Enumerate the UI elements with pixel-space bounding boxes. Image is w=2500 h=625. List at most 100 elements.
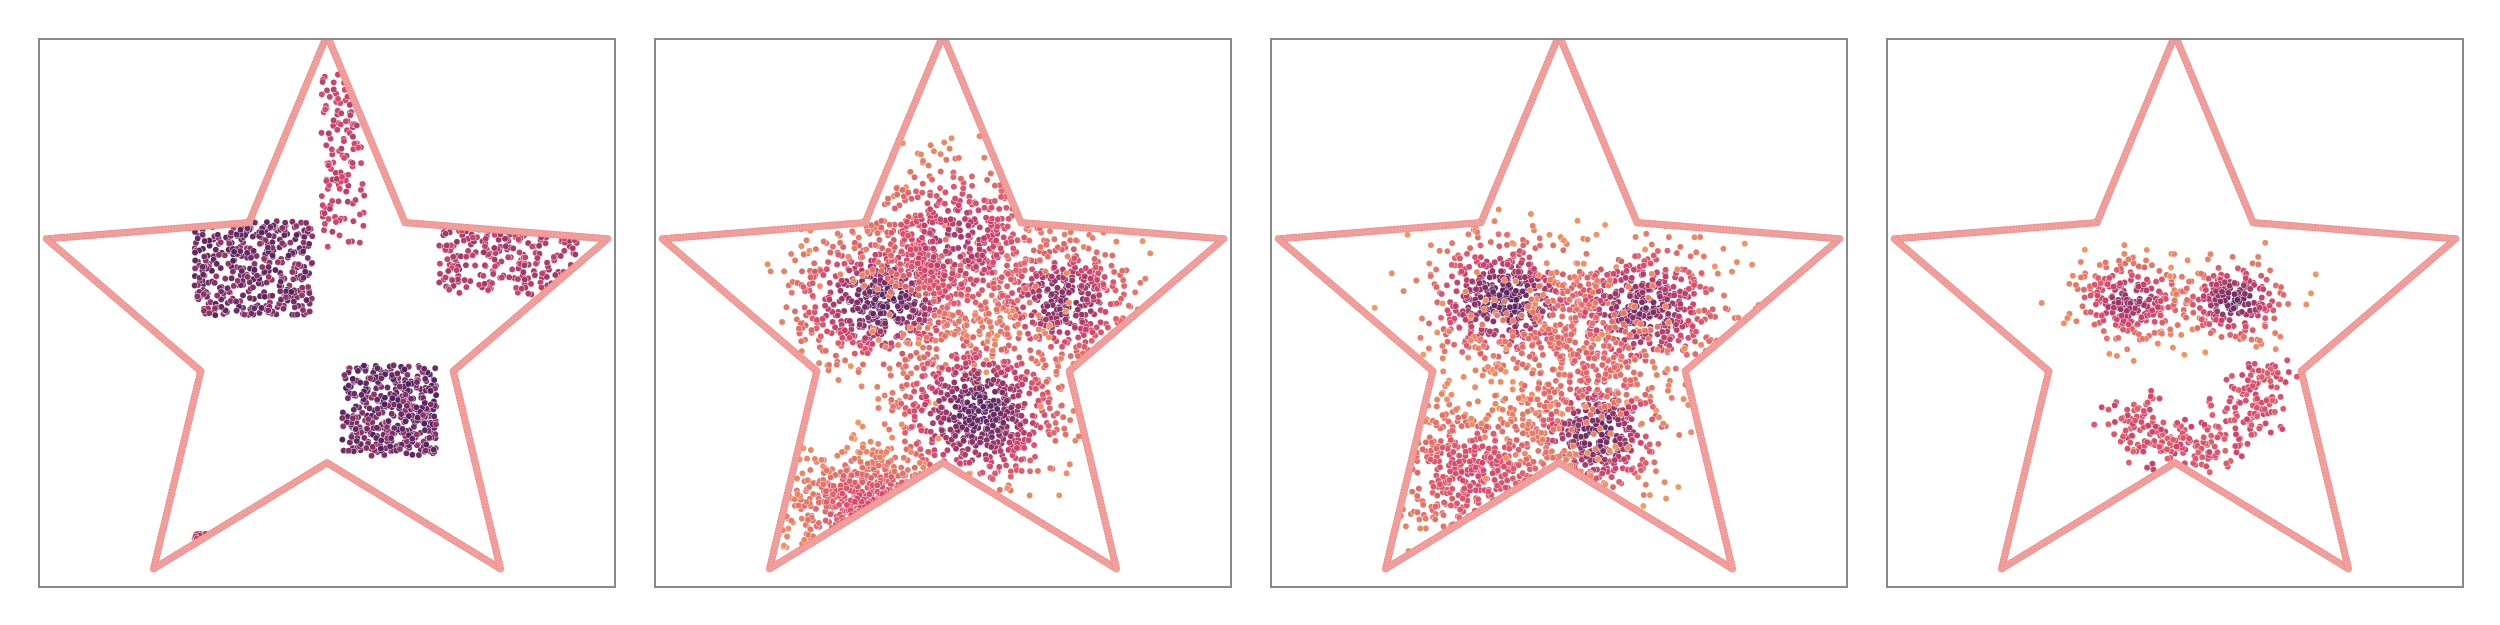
scatter-point [925, 344, 933, 352]
scatter-point [1125, 302, 1133, 310]
scatter-point [1026, 299, 1034, 307]
scatter-point [1070, 245, 1078, 253]
scatter-point [904, 232, 912, 240]
scatter-point [1042, 316, 1050, 323]
scatter-point [823, 327, 831, 335]
scatter-point [976, 245, 984, 253]
scatter-point [413, 378, 421, 386]
scatter-point [989, 243, 997, 251]
scatter-point [221, 275, 229, 283]
scatter-point [490, 244, 498, 252]
scatter-point [1065, 299, 1073, 307]
scatter-point [916, 459, 924, 467]
scatter-point [1082, 264, 1090, 272]
scatter-point [953, 363, 961, 371]
scatter-point [571, 251, 579, 258]
scatter-point [557, 252, 565, 260]
scatter-point [258, 263, 266, 271]
scatter-point [330, 116, 338, 124]
scatter-point [390, 361, 398, 369]
scatter-point [1045, 422, 1053, 430]
scatter-point [322, 177, 330, 185]
scatter-point [1146, 249, 1154, 257]
scatter-point [291, 303, 299, 311]
scatter-point [212, 272, 220, 280]
scatter-point [1066, 460, 1074, 468]
scatter-point [1104, 324, 1112, 331]
scatter-point [1097, 318, 1105, 326]
scatter-point [926, 205, 934, 213]
scatter-point [360, 362, 368, 370]
scatter-point [995, 205, 1003, 213]
scatter-point [1087, 275, 1095, 283]
scatter-point [516, 248, 523, 256]
scatter-point [961, 383, 969, 391]
scatter-point [947, 396, 955, 404]
scatter-point [295, 260, 303, 268]
scatter-point [901, 429, 909, 437]
scatter-point [993, 251, 1000, 259]
scatter-point [807, 273, 814, 281]
scatter-point [211, 311, 219, 319]
scatter-point [841, 356, 849, 364]
scatter-point [938, 426, 946, 434]
scatter-point [1018, 467, 1026, 475]
scatter-point [481, 280, 489, 288]
scatter-point [1065, 289, 1073, 297]
scatter-point [421, 375, 429, 383]
scatter-point [471, 262, 479, 269]
scatter-point [821, 302, 829, 310]
scatter-point [965, 408, 972, 416]
scatter-point [962, 371, 969, 379]
scatter-point [944, 365, 952, 373]
scatter-point [876, 327, 884, 335]
scatter-point [922, 393, 930, 400]
scatter-point [874, 440, 882, 448]
scatter-point [985, 310, 993, 318]
scatter-point [224, 284, 231, 292]
scatter-point [469, 234, 477, 242]
scatter-point [937, 168, 945, 175]
scatter-point [258, 304, 265, 312]
scatter-point [349, 159, 357, 167]
scatter-point [887, 288, 895, 296]
scatter-point [211, 304, 219, 312]
scatter-point [1018, 412, 1025, 420]
scatter-point [833, 361, 841, 369]
scatter-point [1007, 238, 1015, 246]
scatter-point [337, 109, 345, 117]
scatter-point [427, 387, 435, 395]
scatter-point [848, 227, 856, 235]
scatter-point [944, 258, 952, 266]
scatter-point [370, 390, 378, 398]
scatter-point [263, 218, 271, 226]
scatter-point [941, 272, 949, 280]
scatter-point [932, 345, 940, 353]
scatter-point [980, 154, 988, 162]
scatter-point [949, 311, 957, 319]
scatter-point [858, 478, 866, 486]
scatter-point [330, 78, 338, 86]
scatter-point [1066, 416, 1074, 424]
scatter-point [265, 231, 273, 239]
scatter-point [838, 448, 846, 456]
scatter-point [822, 517, 830, 524]
scatter-point [1013, 444, 1021, 452]
scatter-point [1028, 379, 1036, 387]
scatter-point [233, 307, 241, 315]
scatter-point [408, 451, 416, 459]
scatter-point [840, 307, 848, 315]
scatter-point [787, 250, 795, 258]
scatter-point [381, 394, 389, 402]
scatter-point [217, 264, 225, 272]
scatter-point [861, 334, 869, 342]
scatter-point [387, 434, 395, 442]
scatter-point [812, 245, 820, 253]
scatter-point [1025, 237, 1033, 245]
scatter-point [1012, 266, 1020, 274]
scatter-point [396, 445, 404, 453]
scatter-point [908, 279, 916, 287]
scatter-point [1077, 282, 1085, 290]
scatter-point [385, 417, 392, 425]
scatter-point [402, 417, 410, 425]
